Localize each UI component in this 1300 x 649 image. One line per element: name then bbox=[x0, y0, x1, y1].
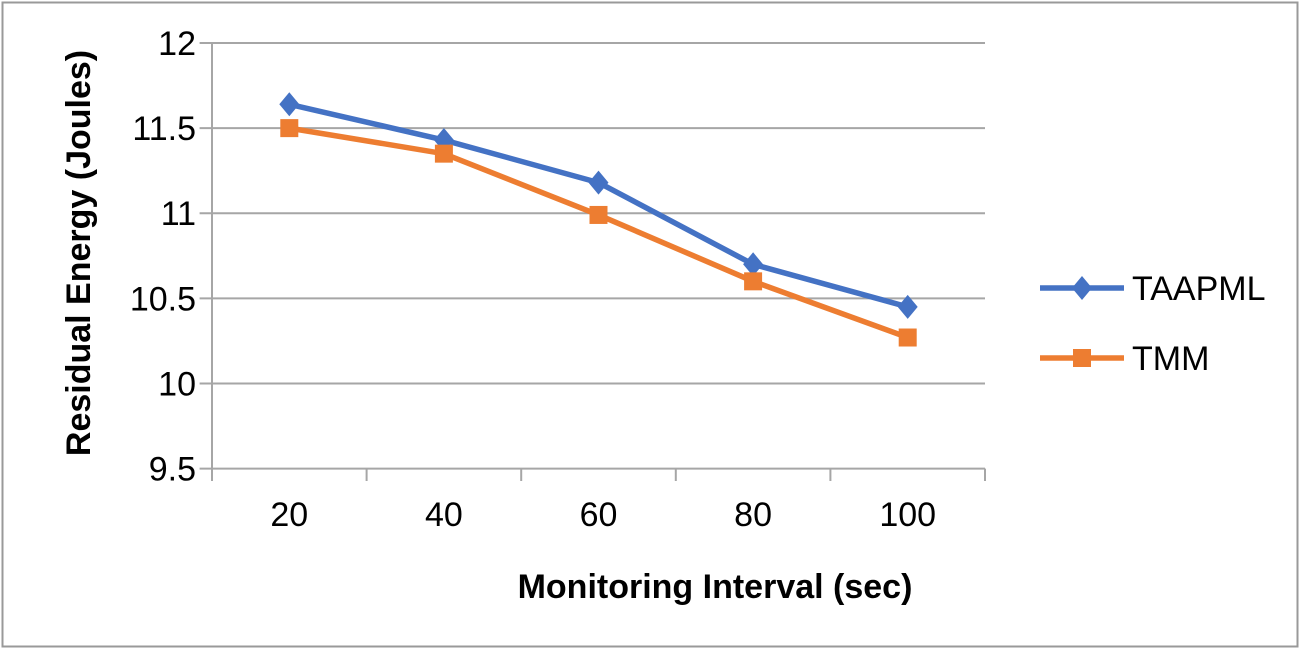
series-line-taapml bbox=[286, 101, 911, 310]
data-point-marker-taapml bbox=[743, 252, 764, 277]
y-axis-tick-labels: 12 11.5 11 10.5 10 9.5 bbox=[130, 25, 196, 489]
legend-marker-tmm bbox=[1073, 349, 1091, 367]
x-tick-label: 80 bbox=[734, 496, 772, 534]
data-point-marker-tmm bbox=[280, 119, 299, 138]
data-point-marker-taapml bbox=[588, 170, 609, 195]
y-tick-label: 12 bbox=[158, 25, 196, 63]
x-axis-title: Monitoring Interval (sec) bbox=[518, 568, 913, 606]
legend-label-taapml: TAAPML bbox=[1132, 270, 1266, 308]
y-tick-label: 10.5 bbox=[130, 280, 196, 318]
legend-item-taapml: TAAPML bbox=[1040, 270, 1266, 308]
series-line-tmm bbox=[286, 125, 911, 341]
axes bbox=[211, 43, 986, 481]
data-point-marker-tmm bbox=[434, 144, 453, 163]
x-axis-tick-labels: 20 40 60 80 100 bbox=[270, 496, 936, 534]
legend: TAAPML TMM bbox=[1040, 270, 1266, 378]
data-point-marker-taapml bbox=[279, 92, 300, 117]
series-taapml bbox=[279, 92, 918, 319]
series-layer bbox=[279, 92, 918, 347]
x-tick-label: 20 bbox=[270, 496, 308, 534]
legend-item-tmm: TMM bbox=[1040, 340, 1209, 378]
x-tick-label: 60 bbox=[580, 496, 618, 534]
y-tick-label: 11 bbox=[161, 195, 196, 233]
x-tick-label: 100 bbox=[879, 496, 936, 534]
data-point-marker-tmm bbox=[589, 205, 608, 224]
y-axis-title: Residual Energy (Joules) bbox=[60, 50, 98, 456]
legend-marker-taapml bbox=[1072, 276, 1092, 300]
y-tick-label: 9.5 bbox=[149, 451, 196, 489]
y-tick-label: 11.5 bbox=[132, 110, 196, 148]
series-tmm bbox=[280, 119, 917, 347]
data-point-marker-taapml bbox=[897, 294, 918, 319]
gridlines bbox=[199, 42, 985, 470]
y-tick-label: 10 bbox=[158, 365, 196, 403]
x-tick-label: 40 bbox=[425, 496, 463, 534]
data-point-marker-tmm bbox=[744, 272, 763, 291]
data-point-marker-tmm bbox=[898, 328, 917, 347]
legend-label-tmm: TMM bbox=[1132, 340, 1209, 378]
